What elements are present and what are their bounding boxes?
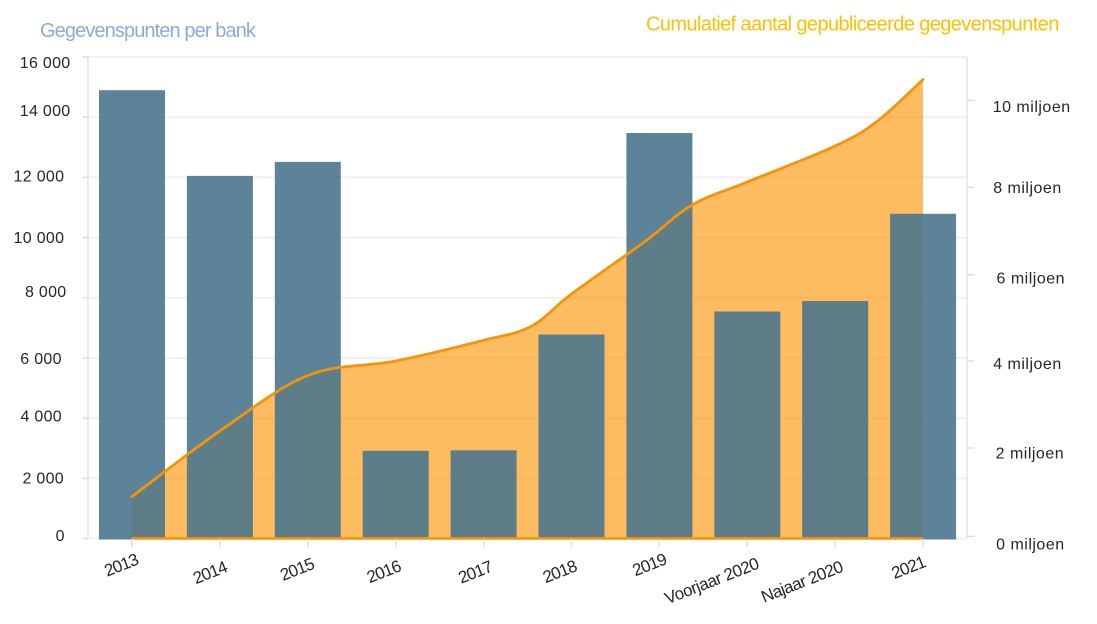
svg-text:8 miljoen: 8 miljoen	[993, 180, 1062, 197]
svg-text:Cumulatief aantal gepubliceerd: Cumulatief aantal gepubliceerde gegevens…	[646, 14, 1059, 36]
svg-text:4 miljoen: 4 miljoen	[993, 356, 1062, 373]
svg-text:12 000: 12 000	[14, 168, 65, 185]
svg-text:0 miljoen: 0 miljoen	[996, 537, 1065, 554]
svg-text:0: 0	[56, 528, 65, 545]
svg-text:10 miljoen: 10 miljoen	[993, 99, 1071, 116]
svg-text:16 000: 16 000	[20, 55, 71, 72]
svg-text:8 000: 8 000	[25, 284, 67, 301]
svg-text:10 000: 10 000	[14, 230, 65, 247]
svg-text:Gegevenspunten per bank: Gegevenspunten per bank	[40, 20, 257, 42]
svg-text:14 000: 14 000	[20, 103, 71, 120]
svg-text:2 000: 2 000	[22, 471, 64, 488]
svg-text:2 miljoen: 2 miljoen	[996, 446, 1065, 463]
svg-text:6 miljoen: 6 miljoen	[997, 271, 1066, 288]
svg-text:6 000: 6 000	[20, 351, 62, 368]
svg-text:4 000: 4 000	[20, 409, 62, 426]
